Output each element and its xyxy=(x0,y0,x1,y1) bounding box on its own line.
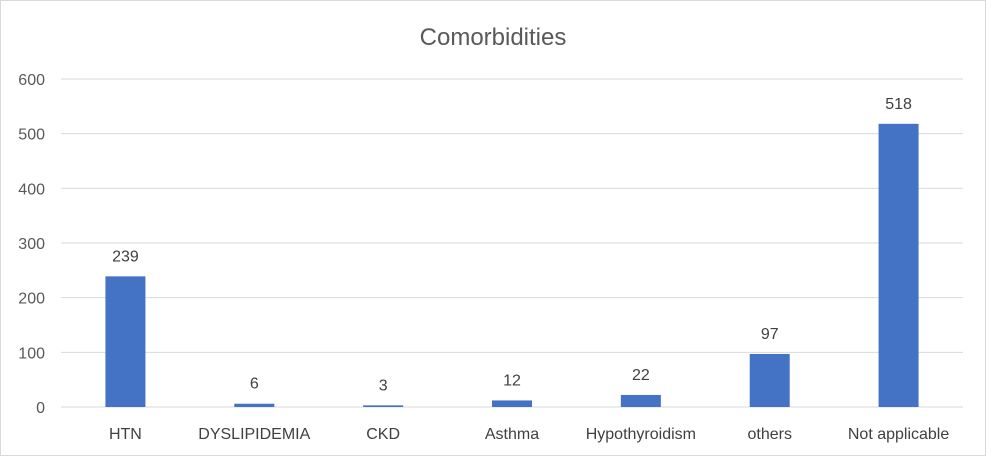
bar-others xyxy=(749,353,790,407)
bar-ckd xyxy=(363,405,404,407)
category-label: Asthma xyxy=(485,426,539,443)
data-label: 6 xyxy=(250,376,259,393)
gridlines xyxy=(61,78,963,408)
chart-title: Comorbidities xyxy=(420,24,567,51)
data-label: 3 xyxy=(379,377,388,394)
data-label: 97 xyxy=(761,326,779,343)
y-tick-label: 300 xyxy=(18,236,45,253)
data-label: 12 xyxy=(503,372,521,389)
bar-asthma xyxy=(492,400,532,407)
category-label: HTN xyxy=(109,426,142,443)
y-tick-label: 0 xyxy=(36,400,45,417)
bars xyxy=(105,123,919,408)
y-tick-label: 200 xyxy=(18,291,45,308)
category-labels: HTN DYSLIPIDEMIA CKD Asthma Hypothyroidism ot… xyxy=(109,426,949,443)
data-label: 22 xyxy=(632,367,650,384)
bar-hypothyroidism xyxy=(620,394,661,407)
y-tick-label: 400 xyxy=(18,181,45,198)
category-label: others xyxy=(747,426,791,443)
category-label: Not applicable xyxy=(848,426,950,443)
category-label: Hypothyroidism xyxy=(586,426,696,443)
y-tick-label: 600 xyxy=(18,72,45,89)
data-label: 518 xyxy=(885,96,912,113)
y-axis-tick-labels: 0 100 200 300 400 500 600 xyxy=(18,72,45,417)
category-label: DYSLIPIDEMIA xyxy=(198,426,310,443)
data-labels: 239 6 3 12 22 97 518 xyxy=(112,96,912,395)
data-label: 239 xyxy=(112,248,139,265)
y-tick-label: 100 xyxy=(18,345,45,362)
bar-dyslipidemia xyxy=(234,403,275,407)
bar-not-applicable xyxy=(878,123,919,408)
bar-htn xyxy=(105,276,146,407)
y-tick-label: 500 xyxy=(18,127,45,144)
category-label: CKD xyxy=(366,426,400,443)
